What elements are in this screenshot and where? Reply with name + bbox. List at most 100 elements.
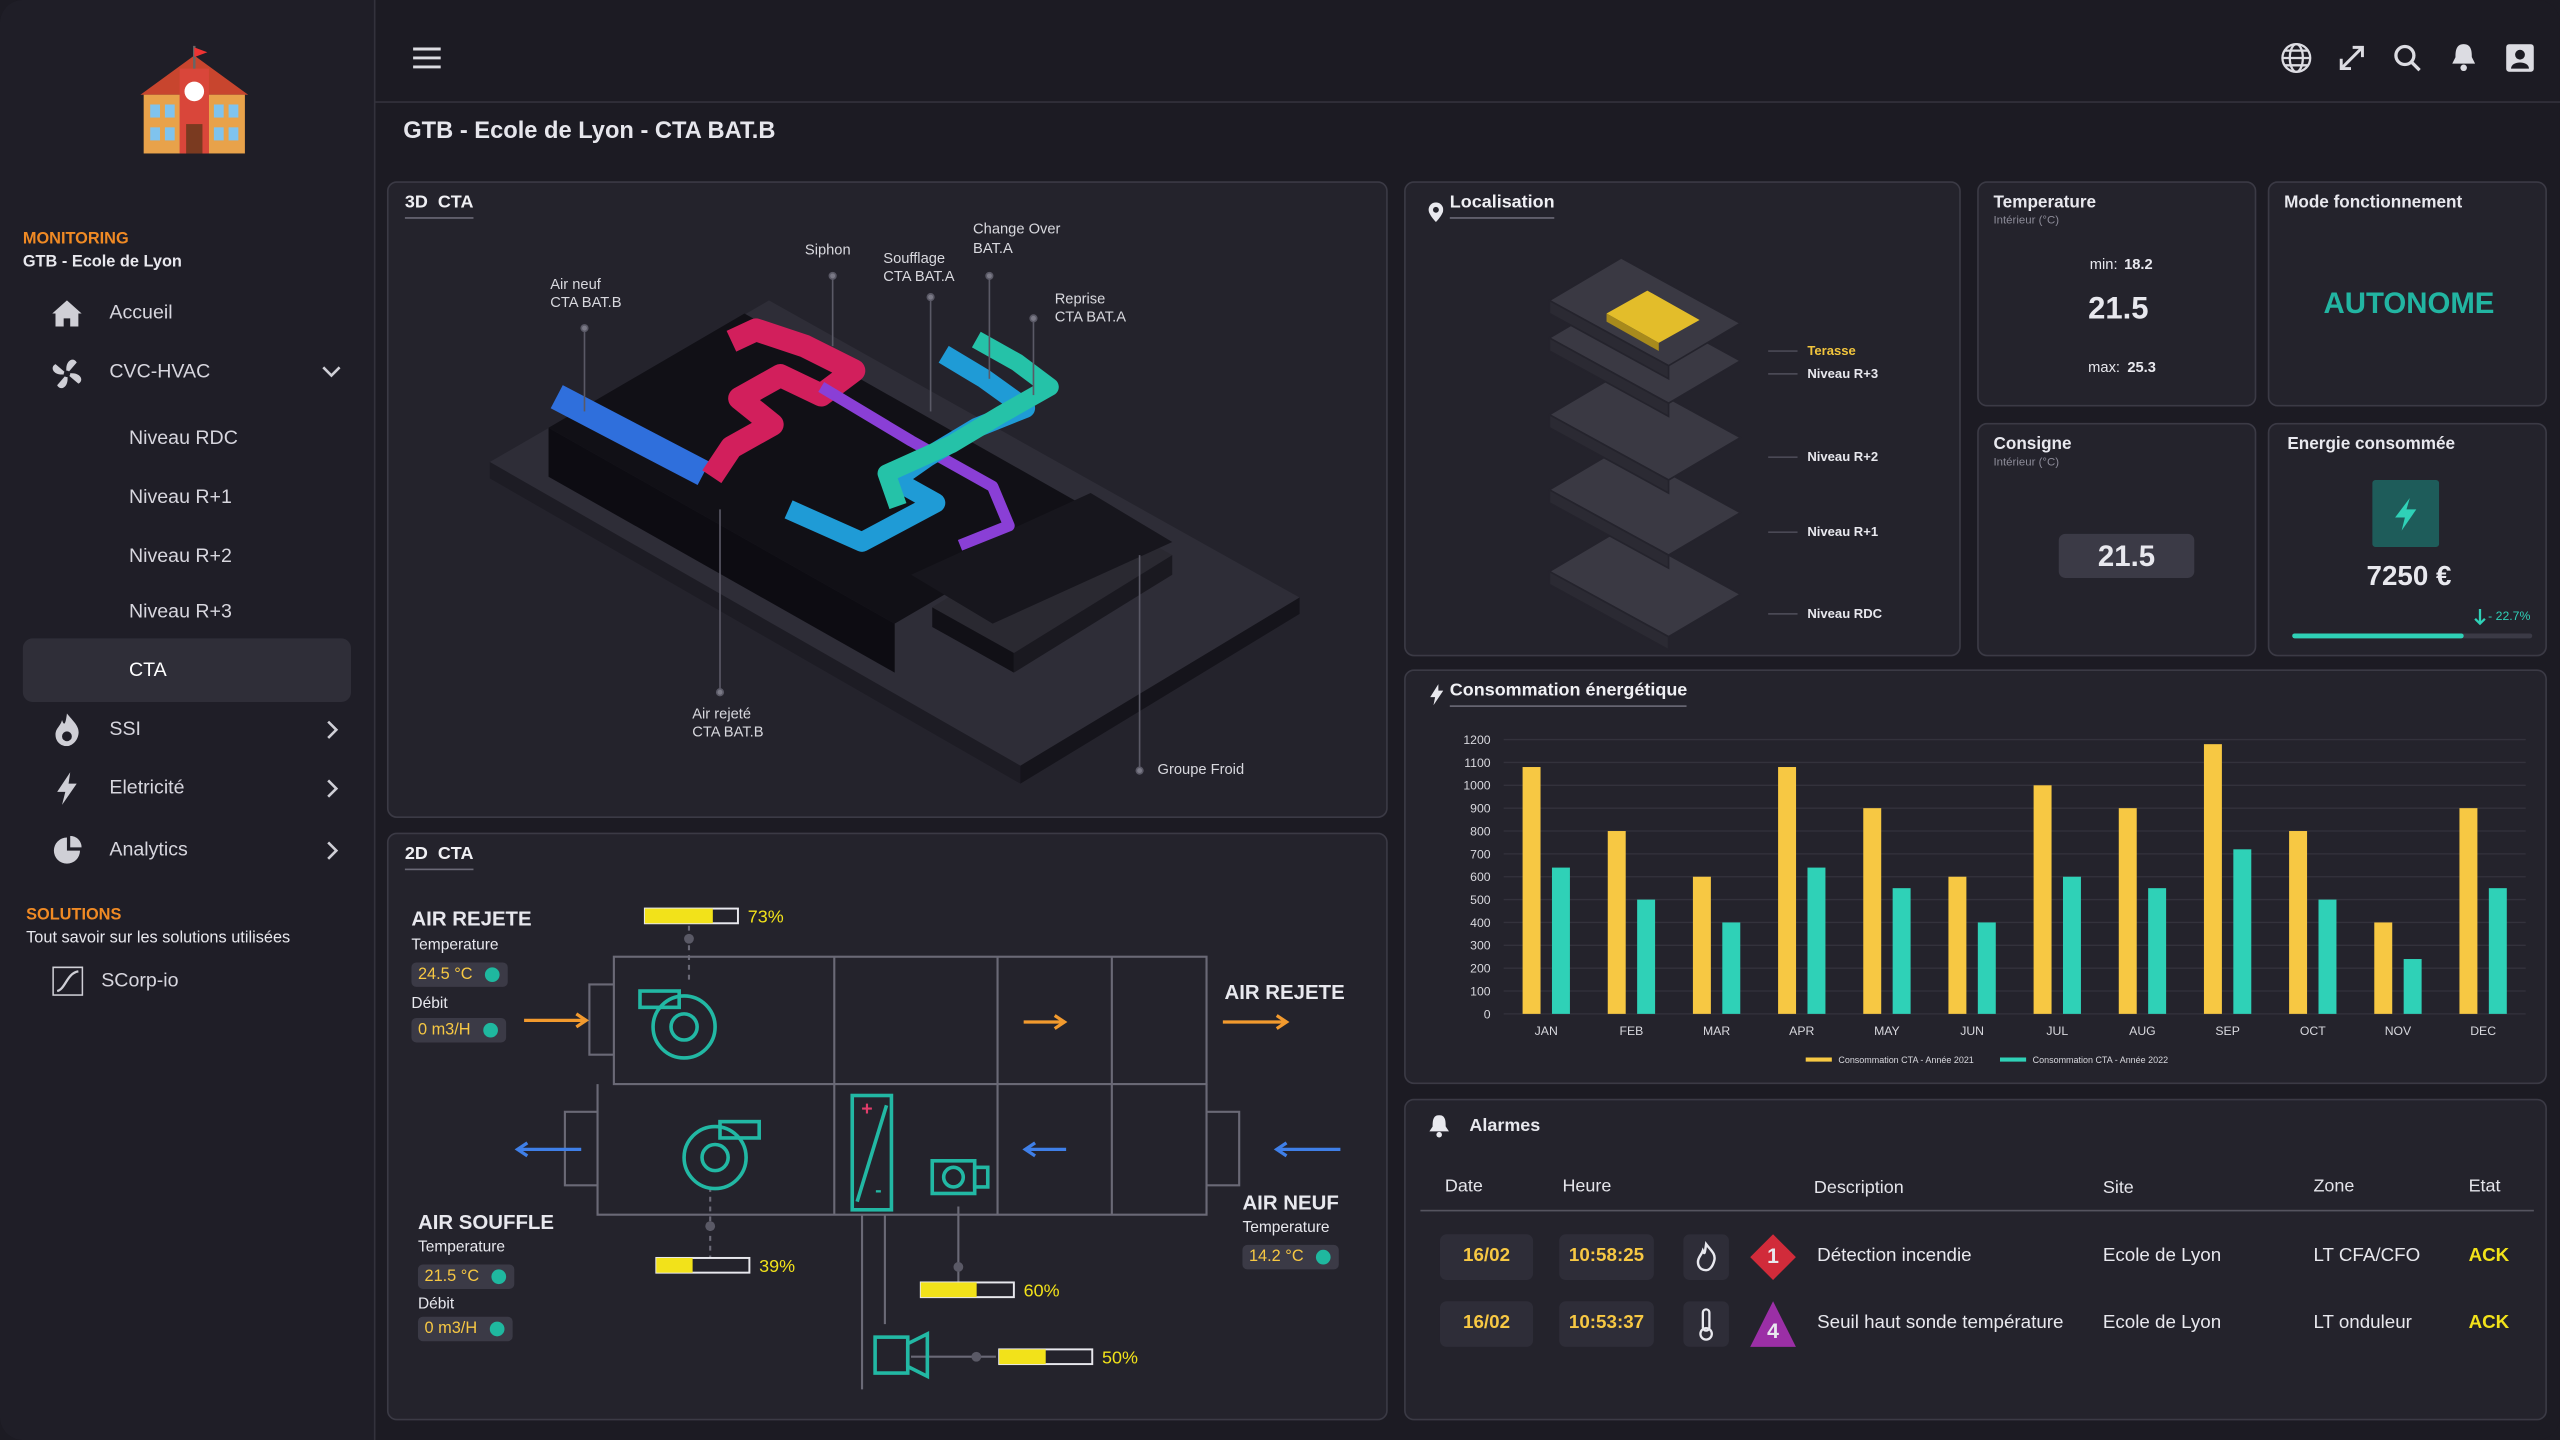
column-header: Date [1444, 1176, 1483, 1197]
bar [2233, 849, 2252, 1014]
label-leaders [580, 271, 1144, 775]
temperature-value: 21.5 °C [417, 1264, 516, 1289]
card-energy: Energie consommée 7250 € - 22.7% [2267, 422, 2547, 657]
y-tick-label: 100 [1470, 984, 1491, 998]
temperature-value: 21.5 [2088, 292, 2149, 327]
chevron-right[interactable] [327, 841, 340, 861]
bar [2374, 922, 2393, 1014]
nav-subitem[interactable]: Niveau R+3 [128, 599, 232, 623]
bar [1948, 876, 1967, 1014]
bar [1551, 867, 1570, 1014]
y-tick-label: 400 [1470, 916, 1491, 930]
card-consigne: Consigne Intérieur (°C) 21.5 [1977, 422, 2257, 657]
nav-item[interactable]: Eletricité [109, 775, 185, 799]
pie-icon [53, 835, 82, 864]
fan-icon [52, 359, 82, 389]
legend-label: Consommation CTA - Année 2021 [1838, 1055, 1973, 1065]
y-tick-label: 500 [1470, 893, 1491, 907]
level-label[interactable]: Niveau R+2 [1807, 449, 1879, 465]
y-tick-label: 0 [1484, 1007, 1491, 1021]
nav-item[interactable]: Accueil [109, 300, 173, 324]
gauge-fill [920, 1282, 977, 1298]
header-divider [1420, 1209, 2534, 1212]
y-tick-label: 1200 [1463, 733, 1490, 747]
panel-title: Localisation [1449, 193, 1555, 219]
alarm-date: 16/02 [1463, 1246, 1511, 1266]
time-pill [1559, 1301, 1654, 1347]
nav-item[interactable]: SSI [109, 716, 141, 740]
chevron-right[interactable] [327, 720, 340, 740]
max-label: max: [2088, 358, 2121, 376]
panel-localisation: Localisation Terasse Niveau R+3 Niveau R… [1404, 181, 1961, 657]
card-mode: Mode fonctionnement AUTONOME [2267, 181, 2547, 407]
school-logo [140, 45, 249, 154]
alarm-description: Détection incendie [1817, 1246, 1972, 1266]
gauge-label: 73% [748, 906, 784, 926]
heater-plus: + [861, 1098, 872, 1120]
y-tick-label: 700 [1470, 847, 1491, 861]
progress-fill [2292, 633, 2464, 639]
nav-subitem-active[interactable]: CTA [128, 658, 167, 681]
section-subtitle: Tout savoir sur les solutions utilisées [26, 929, 291, 948]
home-icon [52, 300, 82, 327]
panel-alarms: Alarmes Date Heure Description Site Zone… [1404, 1098, 2547, 1421]
level-label[interactable]: Niveau R+1 [1807, 524, 1879, 540]
gauge-label: 60% [1024, 1280, 1060, 1300]
page-title: GTB - Ecole de Lyon - CTA BAT.B [403, 118, 776, 145]
y-tick-label: 200 [1470, 962, 1491, 976]
alarm-state[interactable]: ACK [2468, 1313, 2510, 1333]
fullscreen-button[interactable] [2338, 44, 2366, 72]
bar [1807, 867, 1826, 1014]
x-tick-label: MAY [1874, 1024, 1900, 1038]
bolt-icon [1430, 684, 1444, 706]
account-button[interactable] [2506, 44, 2534, 72]
date-pill [1439, 1301, 1534, 1347]
alarm-site: Ecole de Lyon [2102, 1313, 2222, 1333]
nav-link[interactable]: SCorp-io [101, 968, 179, 992]
flow-title: AIR NEUF [1242, 1191, 1339, 1215]
min-label: min: [2089, 256, 2118, 273]
search-button[interactable] [2393, 44, 2421, 72]
level-label[interactable]: Niveau RDC [1807, 606, 1883, 622]
equipment-sublabel: CTA BAT.B [692, 723, 764, 740]
thermometer-icon [1683, 1301, 1729, 1347]
x-tick-label: AUG [2129, 1024, 2156, 1038]
gauge-label: 39% [759, 1256, 795, 1276]
flow-title: AIR REJETE [411, 907, 532, 931]
equipment-label: Change Over [973, 220, 1061, 237]
energy-value: 7250 € [2366, 560, 2452, 592]
bar [2118, 808, 2137, 1014]
nav-item[interactable]: Analytics [109, 837, 188, 861]
nav-subitem[interactable]: Niveau R+1 [128, 485, 232, 508]
equipment-label: Air neuf [550, 275, 601, 293]
bar [2403, 959, 2422, 1014]
flow-title: AIR SOUFFLE [417, 1211, 555, 1234]
x-tick-label: JAN [1535, 1024, 1558, 1038]
nav-item[interactable]: CVC-HVAC [109, 359, 211, 383]
temperature-value: 14.2 °C [1242, 1244, 1340, 1270]
x-tick-label: MAR [1703, 1024, 1730, 1038]
nav-subitem[interactable]: Niveau R+2 [128, 543, 232, 567]
gauge-fill [999, 1349, 1046, 1365]
field-label: Temperature [411, 936, 499, 955]
alarm-state[interactable]: ACK [2468, 1246, 2510, 1266]
equipment-sublabel: CTA BAT.A [1054, 308, 1127, 325]
y-tick-label: 1100 [1464, 756, 1491, 770]
chevron-right[interactable] [327, 779, 340, 799]
mode-value: AUTONOME [2323, 286, 2495, 320]
setpoint-box [2058, 533, 2195, 578]
notifications-button[interactable] [2451, 42, 2477, 72]
language-button[interactable] [2281, 42, 2312, 73]
level-label-active[interactable]: Terasse [1807, 343, 1856, 359]
bar [2033, 785, 2052, 1014]
menu-button[interactable] [413, 47, 441, 69]
severity-diamond [1750, 1234, 1796, 1280]
card-subtitle: Intérieur (°C) [1993, 215, 2060, 227]
card-subtitle: Intérieur (°C) [1993, 457, 2060, 469]
alarm-time: 10:53:37 [1568, 1313, 1645, 1333]
y-tick-label: 1000 [1463, 779, 1490, 793]
nav-subitem[interactable]: Niveau RDC [128, 426, 238, 450]
chevron-down[interactable] [322, 366, 342, 379]
level-label[interactable]: Niveau R+3 [1807, 366, 1879, 382]
